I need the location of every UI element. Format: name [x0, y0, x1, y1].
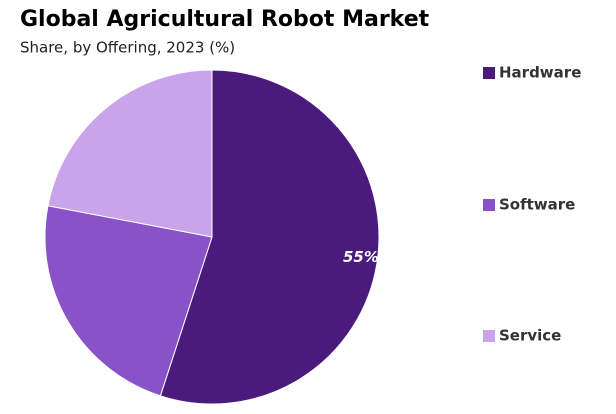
pie-slice: [44, 205, 213, 397]
legend-swatch: [483, 199, 495, 211]
value-label: 55%: [343, 248, 379, 266]
chart-subtitle: Share, by Offering, 2023 (%): [20, 39, 235, 57]
chart-title: Global Agricultural Robot Market: [20, 7, 430, 32]
legend-swatch: [483, 330, 495, 342]
legend-label: Hardware: [499, 64, 581, 82]
pie-slice: [47, 69, 213, 238]
legend-swatch: [483, 67, 495, 79]
legend-label: Software: [499, 196, 575, 214]
pie-slice: [159, 69, 380, 405]
legend-label: Service: [499, 327, 561, 345]
